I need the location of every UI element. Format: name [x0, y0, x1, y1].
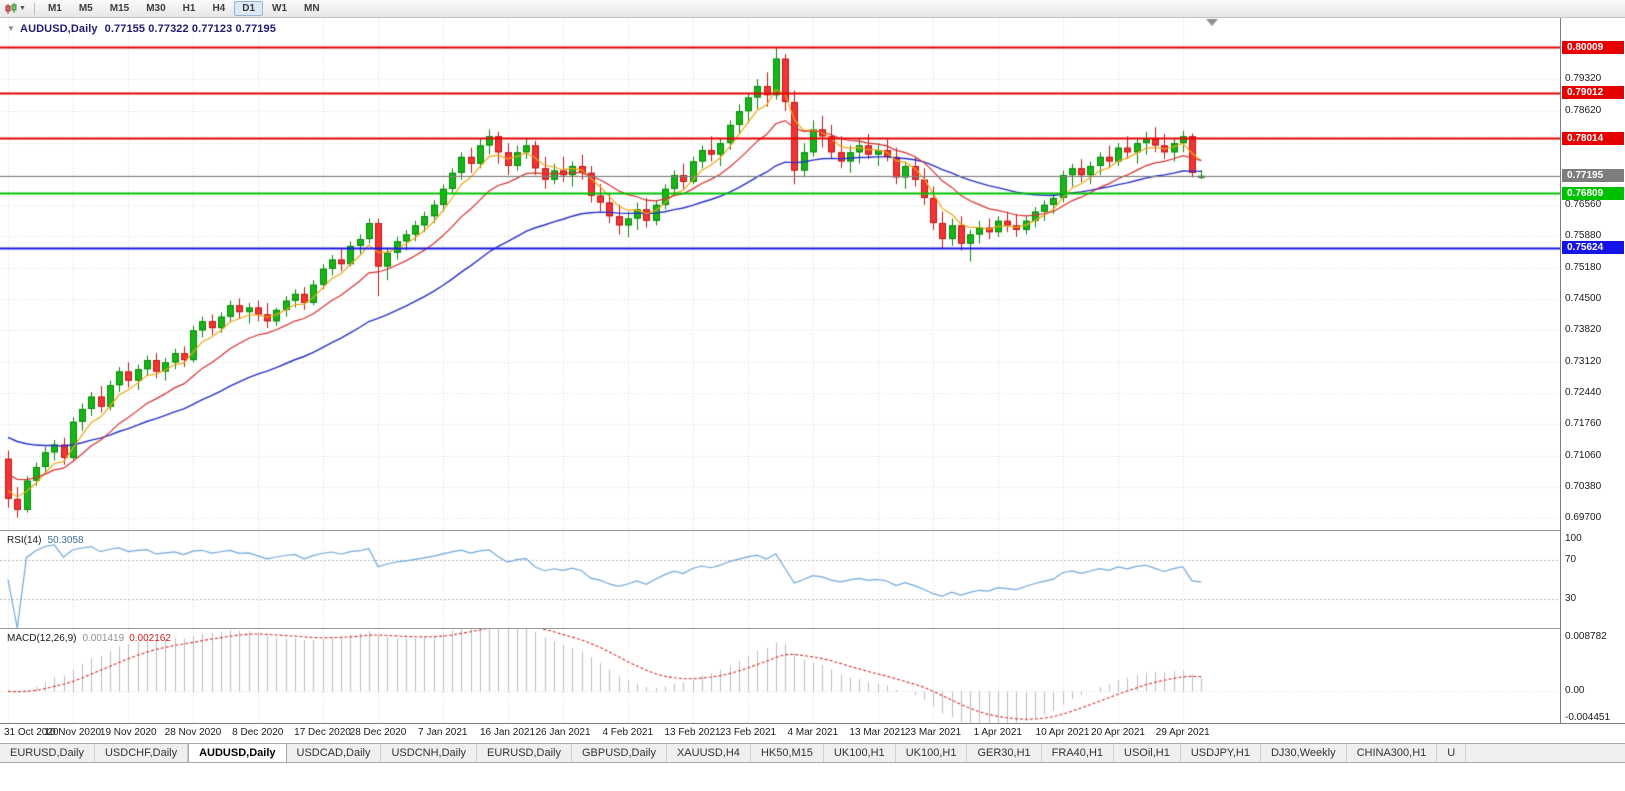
timeframe-button-h1[interactable]: H1 — [175, 1, 204, 16]
time-axis-label: 7 Jan 2021 — [418, 727, 468, 738]
symbol-tab-usdchf-daily[interactable]: USDCHF,Daily — [95, 744, 189, 762]
toolbar-separator — [33, 2, 35, 15]
price-axis-label: 0.78620 — [1565, 104, 1602, 116]
macd-title: MACD(12,26,9) 0.001419 0.002162 — [7, 633, 171, 644]
panel-splitter-rsi[interactable] — [0, 530, 1625, 531]
price-axis-label: 0.79320 — [1565, 72, 1602, 84]
timeframe-button-m1[interactable]: M1 — [40, 1, 70, 16]
macd-name: MACD(12,26,9) — [7, 633, 77, 644]
time-axis-label: 10 Apr 2021 — [1035, 727, 1090, 738]
time-axis-label: 17 Dec 2020 — [294, 727, 351, 738]
chart-ohlc-values: 0.77155 0.77322 0.77123 0.77195 — [104, 23, 276, 35]
price-axis-label: 0.71060 — [1565, 450, 1602, 461]
symbol-tab-uk100-h1[interactable]: UK100,H1 — [896, 744, 968, 762]
status-bar — [0, 765, 1625, 791]
symbol-tab-usdcnh-daily[interactable]: USDCNH,Daily — [381, 744, 478, 762]
time-axis-label: 29 Apr 2021 — [1155, 727, 1210, 738]
price-badge-resistance-line: 0.78014 — [1562, 131, 1624, 145]
price-axis-label: 0.71760 — [1565, 418, 1602, 430]
price-axis-label: 0.76560 — [1565, 198, 1602, 210]
price-badge-bid-price-line: 0.77195 — [1562, 169, 1624, 183]
time-axis-label: 13 Feb 2021 — [664, 727, 721, 738]
price-axis-label: 0.73820 — [1565, 323, 1602, 335]
time-axis-label: 28 Dec 2020 — [349, 727, 407, 738]
symbol-tab-uk100-h1[interactable]: UK100,H1 — [824, 744, 896, 762]
price-badge-support-line: 0.76809 — [1562, 186, 1624, 200]
timeframe-button-m5[interactable]: M5 — [71, 1, 101, 16]
timeframe-buttons: M1 M5 M15 M30 H1 H4 D1 W1 MN — [40, 1, 328, 16]
time-axis-label: 10 Nov 2020 — [44, 727, 102, 738]
macd-signal-value: 0.002162 — [129, 633, 171, 644]
rsi-axis-label: 70 — [1565, 554, 1577, 566]
time-axis-label: 16 Jan 2021 — [479, 727, 536, 738]
candlestick-chart-icon — [5, 2, 17, 14]
time-axis-label: 23 Mar 2021 — [904, 727, 962, 738]
time-axis-label: 13 Mar 2021 — [849, 727, 906, 738]
symbol-tabbar: EURUSD,Daily USDCHF,Daily AUDUSD,Daily USDC… — [0, 743, 1625, 763]
macd-axis-label: 0.008782 — [1565, 631, 1607, 642]
main-chart-canvas[interactable] — [0, 18, 1560, 530]
time-axis-label: 28 Nov 2020 — [164, 727, 222, 738]
time-axis-label: 4 Mar 2021 — [787, 727, 839, 738]
price-axis-label: 0.69700 — [1565, 512, 1602, 524]
symbol-tab-dj30-weekly[interactable]: DJ30,Weekly — [1261, 744, 1347, 762]
timeframe-button-mn[interactable]: MN — [296, 1, 328, 16]
symbol-tab-u[interactable]: U — [1437, 744, 1467, 762]
symbol-tab-usdjpy-h1[interactable]: USDJPY,H1 — [1181, 744, 1261, 762]
timeframe-toolbar: ▼ M1 M5 M15 M30 H1 H4 D1 W1 MN — [0, 0, 1625, 18]
symbol-tab-fra40-h1[interactable]: FRA40,H1 — [1042, 744, 1115, 762]
price-axis-label: 0.72440 — [1565, 386, 1602, 398]
one-click-trading-toggle[interactable]: ▼ — [7, 24, 16, 33]
price-axis-label: 0.75880 — [1565, 229, 1602, 241]
time-axis-label: 20 Apr 2021 — [1091, 727, 1145, 738]
price-axis-label: 0.70380 — [1565, 481, 1602, 493]
price-axis-label: 0.74500 — [1565, 292, 1602, 304]
chart-title: ▼ AUDUSD,Daily 0.77155 0.77322 0.77123 0.7… — [7, 23, 276, 35]
time-axis-label: 1 Apr 2021 — [973, 727, 1022, 738]
symbol-tab-audusd-daily[interactable]: AUDUSD,Daily — [188, 744, 287, 762]
time-axis-label: 26 Jan 2021 — [535, 727, 591, 738]
price-badge-resistance-line: 0.79012 — [1562, 86, 1624, 100]
timeframe-button-m30[interactable]: M30 — [138, 1, 173, 16]
price-axis[interactable]: 0.793200.786200.779200.772200.765600.758… — [1560, 18, 1625, 723]
price-badge-resistance-line: 0.80009 — [1562, 40, 1624, 54]
rsi-panel-canvas[interactable] — [0, 531, 1560, 628]
time-axis-label: 19 Nov 2020 — [99, 727, 157, 738]
symbol-tab-usoil-h1[interactable]: USOil,H1 — [1114, 744, 1181, 762]
time-axis-label: 31 Oct 2020 — [4, 727, 59, 738]
chevron-down-icon: ▼ — [19, 5, 26, 12]
timeframe-button-d1[interactable]: D1 — [234, 1, 264, 16]
timeframe-button-w1[interactable]: W1 — [264, 1, 295, 16]
time-axis[interactable]: 31 Oct 2020 10 Nov 2020 19 Nov 2020 28 Nov … — [0, 723, 1625, 743]
rsi-name: RSI(14) — [7, 535, 42, 546]
price-axis-label: 0.75180 — [1565, 261, 1602, 273]
symbol-tab-china300-h1[interactable]: CHINA300,H1 — [1347, 744, 1438, 762]
timeframe-button-h4[interactable]: H4 — [204, 1, 233, 16]
rsi-title: RSI(14) 50.3058 — [7, 535, 84, 546]
chart-type-button[interactable]: ▼ — [5, 2, 26, 15]
symbol-tab-eurusd-daily[interactable]: EURUSD,Daily — [477, 744, 572, 762]
macd-axis-label: 0.00 — [1565, 685, 1585, 697]
symbol-tab-gbpusd-daily[interactable]: GBPUSD,Daily — [572, 744, 667, 762]
time-axis-label: 23 Feb 2021 — [719, 727, 777, 738]
timeframe-button-m15[interactable]: M15 — [102, 1, 137, 16]
rsi-axis-label: 100 — [1565, 533, 1582, 544]
macd-main-value: 0.001419 — [82, 633, 125, 644]
time-axis-label: 8 Dec 2020 — [232, 727, 284, 738]
panel-splitter-macd[interactable] — [0, 628, 1625, 629]
symbol-tab-hk50-m15[interactable]: HK50,M15 — [751, 744, 824, 762]
symbol-tab-xauusd-h4[interactable]: XAUUSD,H4 — [667, 744, 751, 762]
symbol-tab-usdcad-daily[interactable]: USDCAD,Daily — [287, 744, 382, 762]
time-axis-label: 4 Feb 2021 — [602, 727, 654, 738]
macd-axis-label: -0.004451 — [1565, 712, 1611, 723]
macd-panel-canvas[interactable] — [0, 629, 1560, 723]
symbol-tab-eurusd-daily[interactable]: EURUSD,Daily — [0, 744, 95, 762]
rsi-value: 50.3058 — [47, 535, 84, 546]
price-badge-support-line: 0.75624 — [1562, 241, 1624, 255]
symbol-tab-ger30-h1[interactable]: GER30,H1 — [967, 744, 1042, 762]
chart-symbol-period: AUDUSD,Daily — [20, 23, 98, 35]
price-axis-label: 0.73120 — [1565, 355, 1602, 367]
rsi-axis-label: 30 — [1565, 592, 1577, 604]
